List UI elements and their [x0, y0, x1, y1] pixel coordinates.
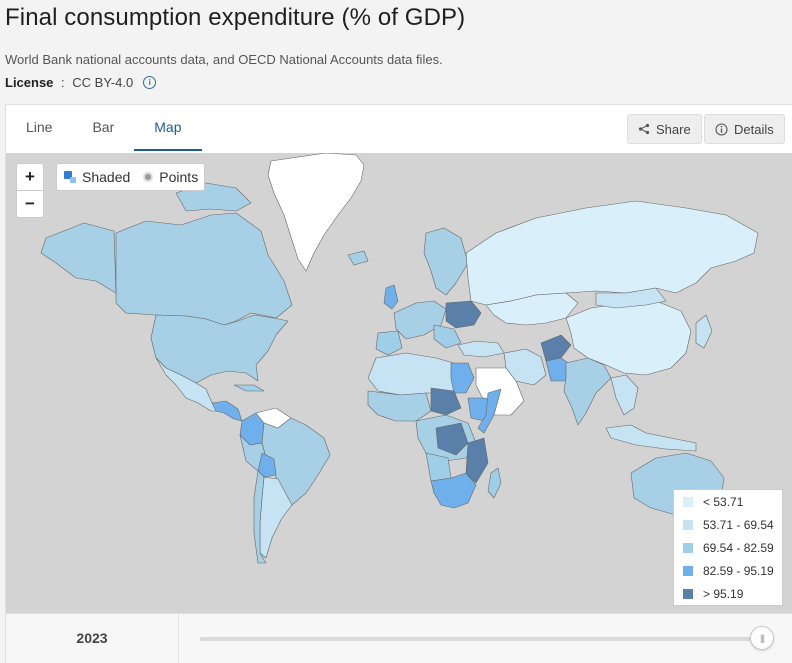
country-turkey[interactable]	[457, 340, 505, 358]
country-chad[interactable]	[430, 387, 462, 416]
legend-swatch	[683, 565, 693, 576]
zoom-control: + −	[16, 163, 44, 218]
legend-item[interactable]: 82.59 - 95.19	[674, 559, 782, 582]
mode-points-label: Points	[159, 169, 199, 185]
country-iceland[interactable]	[347, 250, 369, 266]
mode-shaded-option[interactable]: Shaded	[57, 169, 136, 185]
points-icon	[143, 172, 154, 182]
country-greenland[interactable]	[267, 153, 365, 272]
zoom-in-button[interactable]: +	[17, 164, 43, 191]
legend-swatch	[683, 496, 693, 507]
legend-item[interactable]: 53.71 - 69.54	[674, 513, 782, 536]
share-button[interactable]: Share	[627, 114, 702, 144]
country-japan[interactable]	[695, 314, 713, 349]
share-icon	[638, 123, 650, 135]
legend-swatch	[683, 588, 693, 599]
country-iberia[interactable]	[375, 330, 403, 356]
legend-swatch	[683, 542, 693, 553]
legend-item[interactable]: < 53.71	[674, 490, 782, 513]
country-alaska[interactable]	[40, 222, 117, 294]
country-uk[interactable]	[383, 284, 399, 310]
info-circle-icon	[715, 122, 728, 136]
page-title: Final consumption expenditure (% of GDP)	[5, 4, 466, 31]
share-label: Share	[656, 121, 691, 137]
country-southeast-asia[interactable]	[610, 374, 639, 416]
map-canvas	[6, 153, 792, 613]
legend-item[interactable]: > 95.19	[674, 582, 782, 605]
legend-label: > 95.19	[703, 586, 744, 601]
details-label: Details	[734, 121, 774, 137]
world-map[interactable]: + − Shaded Points < 53.7	[6, 153, 792, 613]
legend-label: 53.71 - 69.54	[703, 517, 774, 532]
country-madagascar[interactable]	[487, 467, 502, 499]
country-chile[interactable]	[253, 470, 267, 564]
country-scandinavia[interactable]	[423, 227, 469, 296]
license-value: CC BY-4.0	[72, 75, 134, 90]
country-afghanistan[interactable]	[540, 334, 572, 362]
country-balkans[interactable]	[433, 324, 462, 349]
country-somalia[interactable]	[477, 388, 502, 434]
country-cuba[interactable]	[233, 384, 265, 392]
zoom-out-button[interactable]: −	[25, 194, 35, 213]
country-east-africa[interactable]	[465, 437, 489, 484]
country-indonesia[interactable]	[605, 424, 697, 452]
license-label: License	[5, 75, 54, 90]
info-icon[interactable]: i	[143, 76, 157, 89]
tab-bar[interactable]: Bar	[92, 119, 115, 135]
country-western-europe[interactable]	[393, 300, 447, 340]
license-separator: :	[57, 75, 69, 90]
legend-label: 82.59 - 95.19	[703, 563, 774, 578]
tab-map[interactable]: Map	[134, 105, 202, 151]
view-tabs: Line Bar Map	[6, 105, 202, 153]
legend-label: 69.54 - 82.59	[703, 540, 774, 555]
timeline-track[interactable]	[200, 637, 770, 641]
tab-line[interactable]: Line	[26, 119, 53, 135]
map-legend: < 53.71 53.71 - 69.54 69.54 - 82.59 82.5…	[673, 489, 783, 606]
country-drc[interactable]	[435, 422, 469, 456]
mode-shaded-label: Shaded	[82, 169, 131, 185]
year-timeline: 2023 |||	[6, 613, 792, 663]
timeline-slider-handle[interactable]: |||	[750, 626, 774, 650]
source-note: World Bank national accounts data, and O…	[5, 52, 443, 67]
legend-swatch	[683, 519, 693, 530]
license-line: License : CC BY-4.0 i	[5, 75, 157, 90]
shaded-icon	[64, 171, 76, 183]
legend-item[interactable]: 69.54 - 82.59	[674, 536, 782, 559]
map-mode-toggle: Shaded Points	[56, 163, 206, 191]
country-india[interactable]	[563, 357, 612, 426]
chart-panel: Line Bar Map Share Details	[5, 104, 792, 663]
country-central-america[interactable]	[211, 400, 243, 422]
legend-label: < 53.71	[703, 494, 744, 509]
mode-points-option[interactable]: Points	[136, 169, 204, 185]
country-sudan[interactable]	[450, 362, 475, 394]
details-button[interactable]: Details	[704, 114, 785, 144]
selected-year: 2023	[6, 614, 179, 663]
country-bolivia[interactable]	[257, 452, 277, 478]
country-southern-africa[interactable]	[430, 472, 477, 509]
country-mongolia[interactable]	[595, 287, 667, 309]
